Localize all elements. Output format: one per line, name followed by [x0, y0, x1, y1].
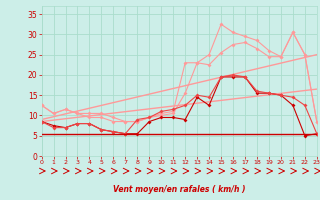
X-axis label: Vent moyen/en rafales ( km/h ): Vent moyen/en rafales ( km/h ) — [113, 185, 245, 194]
